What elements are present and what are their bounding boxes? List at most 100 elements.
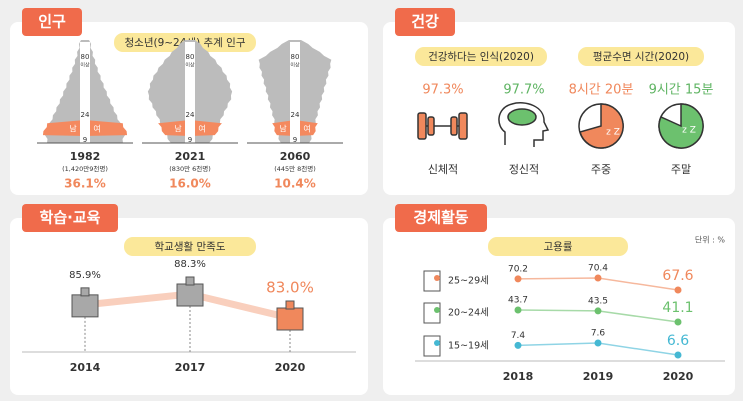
head	[498, 102, 550, 147]
icon-zz: z Z	[682, 126, 696, 136]
point	[514, 341, 522, 349]
clock-weekend: z Z	[658, 103, 704, 149]
sex-label: 여	[303, 124, 310, 134]
tab	[395, 8, 455, 36]
brain-icon	[498, 102, 550, 147]
point	[674, 318, 682, 326]
weight	[417, 112, 427, 140]
total: (830만 6천명)	[169, 164, 211, 173]
value-label: 7.6	[591, 329, 606, 339]
tab-label: 인구	[38, 13, 66, 31]
point	[514, 306, 522, 314]
dumbbell-icon	[417, 112, 468, 140]
tab-label: 경제활동	[413, 209, 468, 227]
age-label: 이상	[185, 62, 195, 69]
point	[594, 339, 602, 347]
doc-icon	[423, 270, 441, 292]
brain	[507, 108, 537, 126]
weight	[450, 116, 458, 136]
value: 97.3%	[422, 83, 463, 98]
sex-label: 남	[174, 125, 182, 134]
school-icon	[176, 283, 204, 307]
doc-badge	[434, 307, 440, 313]
age-label: 80	[291, 53, 300, 61]
tab	[395, 204, 487, 232]
subtitle: 학교생활 만족도	[155, 240, 226, 253]
doc-icon	[423, 302, 441, 324]
pill	[488, 237, 628, 256]
legend-label: 25~29세	[448, 276, 489, 287]
doc-icon	[423, 335, 441, 357]
label: 주중	[591, 163, 611, 176]
year: 2019	[583, 370, 614, 383]
doc-badge	[434, 275, 440, 281]
age-label: 이상	[290, 62, 300, 69]
weight	[427, 116, 435, 136]
age-label: 24	[186, 111, 195, 119]
clock-sector	[579, 103, 624, 149]
value-label: 41.1	[662, 300, 693, 316]
tab	[22, 204, 118, 232]
value-label: 85.9%	[69, 270, 101, 281]
label: 주말	[671, 163, 691, 176]
school-tower	[80, 287, 90, 297]
total: (1,420만9천명)	[62, 164, 108, 173]
year: 2060	[280, 150, 311, 163]
school-tower	[285, 300, 295, 310]
year: 2017	[175, 361, 206, 374]
label: 정신적	[509, 163, 539, 176]
value-label: 7.4	[511, 331, 526, 341]
sex-label: 여	[93, 124, 100, 134]
value-label: 43.7	[508, 296, 528, 306]
age-label: 이상	[80, 62, 90, 69]
tab-label: 건강	[411, 13, 439, 31]
age-label: 24	[291, 111, 300, 119]
age-label: 80	[186, 53, 195, 61]
unit: 단위 : %	[695, 235, 726, 245]
subtitle: 평균수면 시간(2020)	[593, 51, 689, 63]
point	[594, 274, 602, 282]
tab	[22, 8, 82, 36]
point	[514, 275, 522, 283]
age-label: 9	[83, 136, 87, 144]
sex-label: 남	[279, 125, 287, 134]
center-strip	[80, 42, 90, 145]
school-icon	[276, 307, 304, 331]
subtitle: 고용률	[544, 241, 573, 253]
center-strip	[290, 42, 300, 145]
age-label: 24	[81, 111, 90, 119]
point	[594, 307, 602, 315]
year: 2021	[175, 150, 206, 163]
year: 2014	[70, 361, 101, 374]
share: 36.1%	[64, 177, 106, 191]
clock-weekday: z Z	[578, 103, 624, 149]
value-label: 43.5	[588, 296, 608, 306]
total: (445만 8천명)	[274, 164, 316, 173]
value-label: 88.3%	[174, 259, 206, 270]
pill	[124, 237, 256, 256]
value: 8시간 20분	[569, 83, 634, 98]
age-label: 9	[293, 136, 297, 144]
point	[674, 286, 682, 294]
value: 97.7%	[503, 83, 544, 98]
age-label: 80	[81, 53, 90, 61]
share: 16.0%	[169, 177, 211, 191]
value-label: 67.6	[662, 268, 693, 284]
value-label: 70.2	[508, 264, 528, 274]
tabs: 인구 건강 학습·교육 경제활동	[22, 8, 487, 232]
icon-zz: z Z	[606, 128, 620, 138]
tab-label: 학습·교육	[40, 209, 101, 227]
point	[674, 351, 682, 359]
center-strip	[185, 42, 195, 145]
school-tower	[185, 276, 195, 286]
year: 1982	[70, 150, 101, 163]
value-label: 83.0%	[266, 279, 314, 297]
value-label: 70.4	[588, 264, 608, 274]
sex-label: 여	[198, 124, 205, 134]
value: 9시간 15분	[649, 83, 714, 98]
share: 10.4%	[274, 177, 316, 191]
sex-label: 남	[69, 125, 77, 134]
label: 신체적	[428, 163, 458, 176]
clock-sector	[658, 103, 704, 149]
year: 2018	[503, 370, 534, 383]
